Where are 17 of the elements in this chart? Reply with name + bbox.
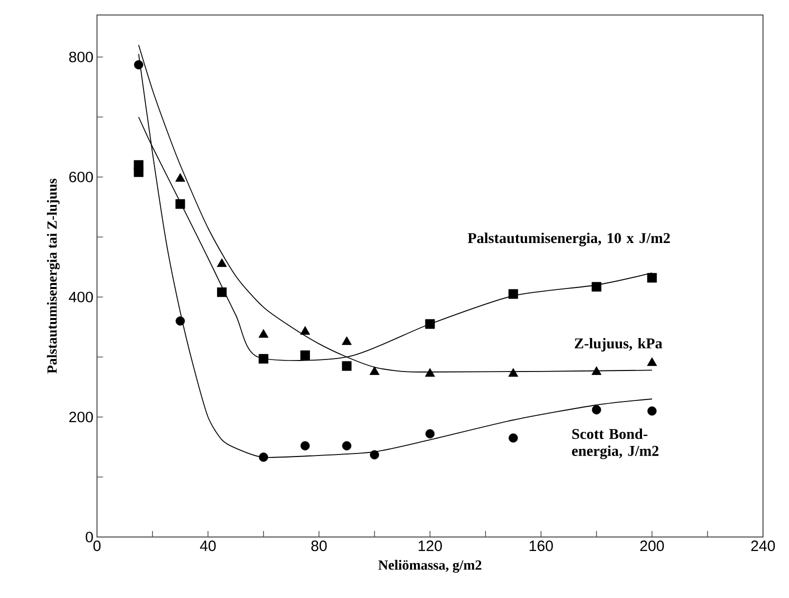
x-tick-label: 80	[311, 540, 327, 552]
y-tick-label: 400	[68, 292, 93, 302]
x-tick-label: 200	[640, 540, 664, 552]
series-label: Z-lujuus, kPa	[574, 338, 662, 352]
x-tick-label: 240	[751, 540, 775, 552]
x-tick-label: 40	[200, 540, 216, 552]
x-axis-title: Neliömassa, g/m2	[378, 560, 482, 573]
y-tick-label: 800	[69, 52, 93, 62]
text: Palstautumisenergia, 10 x J/m2	[468, 232, 670, 246]
y-tick-label: 600	[69, 172, 93, 182]
y-tick-label: 200	[69, 412, 93, 422]
x-tick-label: 0	[93, 540, 101, 552]
series-label: Scott Bond-energia, J/m2	[572, 428, 658, 460]
x-tick-label: 120	[418, 540, 442, 552]
y-tick-label: 0	[86, 532, 93, 542]
x-tick-label: 160	[530, 540, 553, 552]
y-axis-title: Palstautumisenergia tai Z-lujuus	[46, 178, 60, 374]
